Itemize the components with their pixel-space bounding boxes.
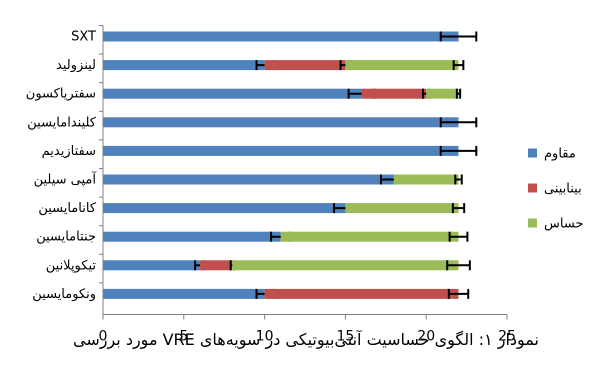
bar-8-series-2 [232, 260, 459, 271]
bar-5-series-0 [103, 174, 394, 185]
bar-7-series-0 [103, 231, 281, 242]
x-tick-label-2: 10 [256, 329, 274, 345]
bar-2-series-2 [426, 88, 459, 99]
x-tick-label-4: 20 [417, 329, 435, 345]
x-tick-label-0: 0 [99, 329, 108, 345]
bar-2-series-0 [103, 88, 362, 99]
category-labels: SXT لینزولید سفتریاکسون کلیندامایسین سفتازید… [26, 30, 98, 302]
category-label-9: ونکومایسین [32, 287, 96, 302]
legend-swatch-0 [528, 148, 537, 158]
category-label-4: سفتازیدیم [42, 144, 96, 159]
bar-4-series-0 [103, 145, 459, 156]
legend: مقاوم بینابینی حساس [528, 147, 583, 232]
bar-1-series-2 [345, 60, 459, 71]
category-label-3: کلیندامایسین [27, 115, 97, 130]
x-axis: 0 5 10 15 20 25 [99, 25, 516, 345]
category-label-0: SXT [71, 30, 96, 45]
bar-3-series-0 [103, 117, 459, 128]
bar-7-series-2 [280, 231, 459, 242]
bar-8-series-0 [103, 260, 200, 271]
plot-area [103, 31, 478, 299]
x-tick-label-1: 5 [179, 329, 188, 345]
legend-swatch-1 [528, 183, 537, 193]
x-tick-label-5: 25 [498, 329, 516, 345]
legend-swatch-2 [528, 218, 537, 228]
bar-0-series-0 [103, 31, 459, 42]
legend-label-2: حساس [544, 217, 583, 232]
category-label-7: جنتامایسین [36, 230, 96, 245]
bar-6-series-0 [103, 203, 346, 214]
category-label-5: آمپی سیلین [34, 171, 98, 188]
bar-8-series-1 [199, 260, 233, 271]
category-label-6: کانامایسین [38, 201, 96, 216]
bar-9-series-1 [264, 288, 459, 299]
bar-5-series-2 [393, 174, 459, 185]
bar-2-series-1 [361, 88, 427, 99]
legend-label-1: بینابینی [544, 182, 582, 197]
bar-9-series-0 [103, 288, 265, 299]
category-label-2: سفتریاکسون [26, 87, 96, 102]
bar-6-series-2 [345, 203, 459, 214]
figure-caption: نمودار ۱: الگوی حساسیت آنتی‌بیوتیکی در س… [72, 330, 540, 349]
category-label-1: لینزولید [56, 58, 96, 73]
bar-1-series-0 [103, 60, 265, 71]
bar-1-series-1 [264, 60, 346, 71]
x-tick-label-3: 15 [336, 329, 354, 345]
legend-label-0: مقاوم [544, 147, 576, 162]
category-label-8: تیکوپلانین [46, 258, 97, 273]
